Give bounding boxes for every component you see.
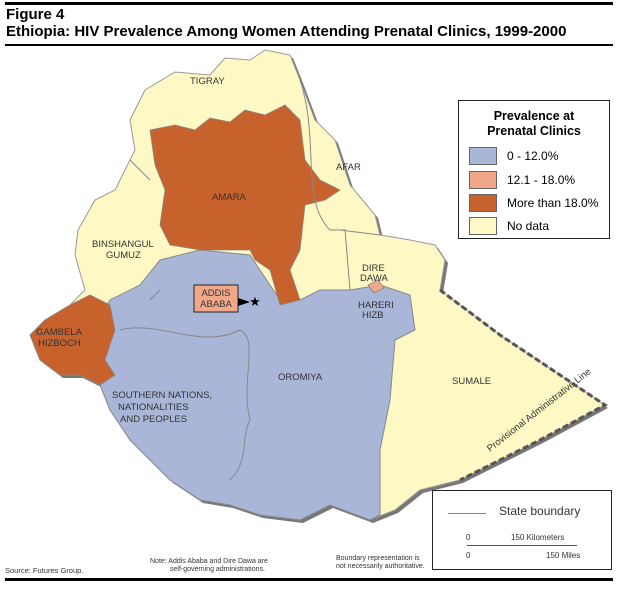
legend-label: 12.1 - 18.0% xyxy=(507,173,576,187)
region-amara xyxy=(149,104,341,306)
label-oromiya: OROMIYA xyxy=(278,372,323,383)
bottom-rule xyxy=(5,578,613,581)
legend-item: 12.1 - 18.0% xyxy=(469,171,575,189)
legend: Prevalence at Prenatal Clinics 0 - 12.0% … xyxy=(458,100,610,239)
region-dire-dawa xyxy=(367,279,385,294)
label-binshangul: BINSHANGUL xyxy=(92,239,154,250)
source-note: Source: Futures Group. xyxy=(5,566,84,575)
label-gambela: GAMBELA xyxy=(36,327,83,338)
scale-box: State boundary 0 150 Kilometers 0 150 Mi… xyxy=(432,490,612,570)
label-addis: ADDIS xyxy=(201,288,230,299)
label-snnp-1: SOUTHERN NATIONS, xyxy=(112,390,212,401)
label-snnp-3: AND PEOPLES xyxy=(120,414,187,425)
label-hareri: HARERI xyxy=(358,300,394,311)
note-line-1: Note: Addis Ababa and Dire Dawa are xyxy=(150,558,268,565)
legend-swatch xyxy=(469,217,497,235)
title-rule xyxy=(5,44,613,46)
scale-mi-zero: 0 xyxy=(466,551,471,560)
label-gumuz: GUMUZ xyxy=(106,250,141,261)
state-boundaries xyxy=(119,79,381,481)
label-hizb: HIZB xyxy=(362,310,384,321)
label-afar: AFAR xyxy=(336,162,361,173)
legend-heading-1: Prevalence at xyxy=(493,109,575,123)
label-amara: AMARA xyxy=(212,192,246,203)
legend-item: No data xyxy=(469,217,549,235)
scale-mi-label: 150 Miles xyxy=(546,551,581,560)
legend-heading-2: Prenatal Clinics xyxy=(487,124,581,138)
legend-item: 0 - 12.0% xyxy=(469,147,558,165)
region-gambela xyxy=(29,294,116,386)
scale-km-label: 150 Kilometers xyxy=(511,533,565,542)
legend-item: More than 18.0% xyxy=(469,194,598,212)
boundary-note-2: not necessarily authoritative. xyxy=(336,563,425,570)
legend-label: 0 - 12.0% xyxy=(507,149,559,163)
legend-swatch xyxy=(469,171,497,189)
state-boundary-line xyxy=(448,513,486,514)
scale-bar xyxy=(467,545,577,546)
boundary-note-1: Boundary representation is xyxy=(336,555,420,562)
provisional-line xyxy=(439,288,608,482)
label-tigray: TIGRAY xyxy=(190,76,225,87)
note-line-2: self-governing administrations. xyxy=(170,566,265,573)
state-boundary-label: State boundary xyxy=(499,504,581,518)
scale-km-zero: 0 xyxy=(466,533,471,542)
label-snnp-2: NATIONALITIES xyxy=(118,402,189,413)
legend-swatch xyxy=(469,147,497,165)
label-sumale: SUMALE xyxy=(452,376,491,387)
star-icon: ★ xyxy=(249,294,261,309)
legend-label: More than 18.0% xyxy=(507,196,599,210)
label-dire: DIRE xyxy=(362,263,385,274)
legend-label: No data xyxy=(507,219,550,233)
addis-ababa-callout: ★ ADDIS ABABA xyxy=(193,284,261,313)
legend-swatch xyxy=(469,194,497,212)
top-rule xyxy=(5,2,613,5)
label-hizboch: HIZBOCH xyxy=(38,338,81,349)
figure-title: Ethiopia: HIV Prevalence Among Women Att… xyxy=(6,23,567,40)
label-dawa: DAWA xyxy=(360,273,388,284)
label-ababa: ABABA xyxy=(200,299,232,310)
figure-number: Figure 4 xyxy=(6,6,65,23)
